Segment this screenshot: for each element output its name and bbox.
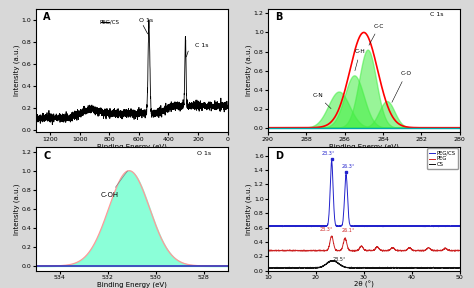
CS: [275, 266, 281, 270]
Text: C-C: C-C: [369, 24, 384, 45]
CS: [380, 267, 386, 270]
X-axis label: 2θ (°): 2θ (°): [354, 281, 374, 288]
X-axis label: Binding Energy (eV): Binding Energy (eV): [329, 143, 399, 149]
PEG: [354, 249, 359, 252]
PEG/CS: [416, 224, 422, 228]
Y-axis label: Intensity (a.u.): Intensity (a.u.): [246, 183, 252, 234]
Line: PEG: PEG: [268, 236, 460, 251]
Text: C-N: C-N: [312, 93, 331, 109]
Text: 23.5°: 23.5°: [332, 257, 346, 262]
PEG: [358, 245, 364, 248]
CS: [451, 266, 457, 270]
Text: C 1s: C 1s: [430, 12, 444, 17]
PEG/CS: [436, 225, 441, 228]
Text: C-H: C-H: [355, 50, 365, 71]
Text: D: D: [275, 151, 283, 161]
Text: C-OH: C-OH: [100, 171, 128, 198]
Text: C 1s: C 1s: [195, 43, 209, 48]
CS: [416, 266, 422, 270]
PEG: [452, 249, 457, 252]
PEG/CS: [265, 225, 271, 228]
CS: [353, 266, 359, 269]
Text: C: C: [43, 151, 50, 161]
PEG/CS: [275, 224, 281, 228]
PEG: [352, 249, 358, 253]
PEG: [457, 249, 463, 252]
CS: [452, 266, 457, 270]
Text: 26.1°: 26.1°: [341, 228, 355, 233]
PEG: [451, 249, 457, 252]
Text: 23.3°: 23.3°: [321, 151, 335, 156]
PEG/CS: [452, 225, 457, 228]
Legend: PEG/CS, PEG, CS: PEG/CS, PEG, CS: [427, 148, 458, 169]
Text: B: B: [275, 12, 283, 22]
CS: [457, 266, 463, 269]
Y-axis label: Intensity (a.u.): Intensity (a.u.): [14, 183, 20, 234]
Y-axis label: Intensity (a.u.): Intensity (a.u.): [14, 45, 20, 96]
PEG/CS: [451, 224, 457, 228]
PEG: [265, 249, 271, 252]
CS: [330, 259, 336, 262]
Text: 26.3°: 26.3°: [342, 164, 355, 169]
Text: O 1s: O 1s: [139, 18, 153, 23]
PEG: [416, 249, 422, 252]
X-axis label: Binding Energy (eV): Binding Energy (eV): [97, 143, 166, 149]
Text: 23.3°: 23.3°: [319, 228, 333, 232]
PEG/CS: [358, 224, 364, 228]
Text: PEG/CS: PEG/CS: [99, 20, 119, 24]
CS: [265, 266, 271, 269]
Text: A: A: [43, 12, 51, 22]
Line: PEG/CS: PEG/CS: [268, 161, 460, 227]
PEG/CS: [353, 224, 359, 228]
PEG: [275, 249, 281, 252]
Text: O 1s: O 1s: [198, 151, 211, 156]
PEG/CS: [457, 225, 463, 228]
CS: [358, 266, 364, 270]
Line: CS: CS: [268, 260, 460, 269]
X-axis label: Binding Energy (eV): Binding Energy (eV): [97, 281, 166, 288]
PEG/CS: [329, 159, 335, 163]
PEG: [329, 234, 335, 238]
Y-axis label: Intensity (a.u.): Intensity (a.u.): [246, 45, 252, 96]
Text: C-O: C-O: [392, 71, 411, 102]
